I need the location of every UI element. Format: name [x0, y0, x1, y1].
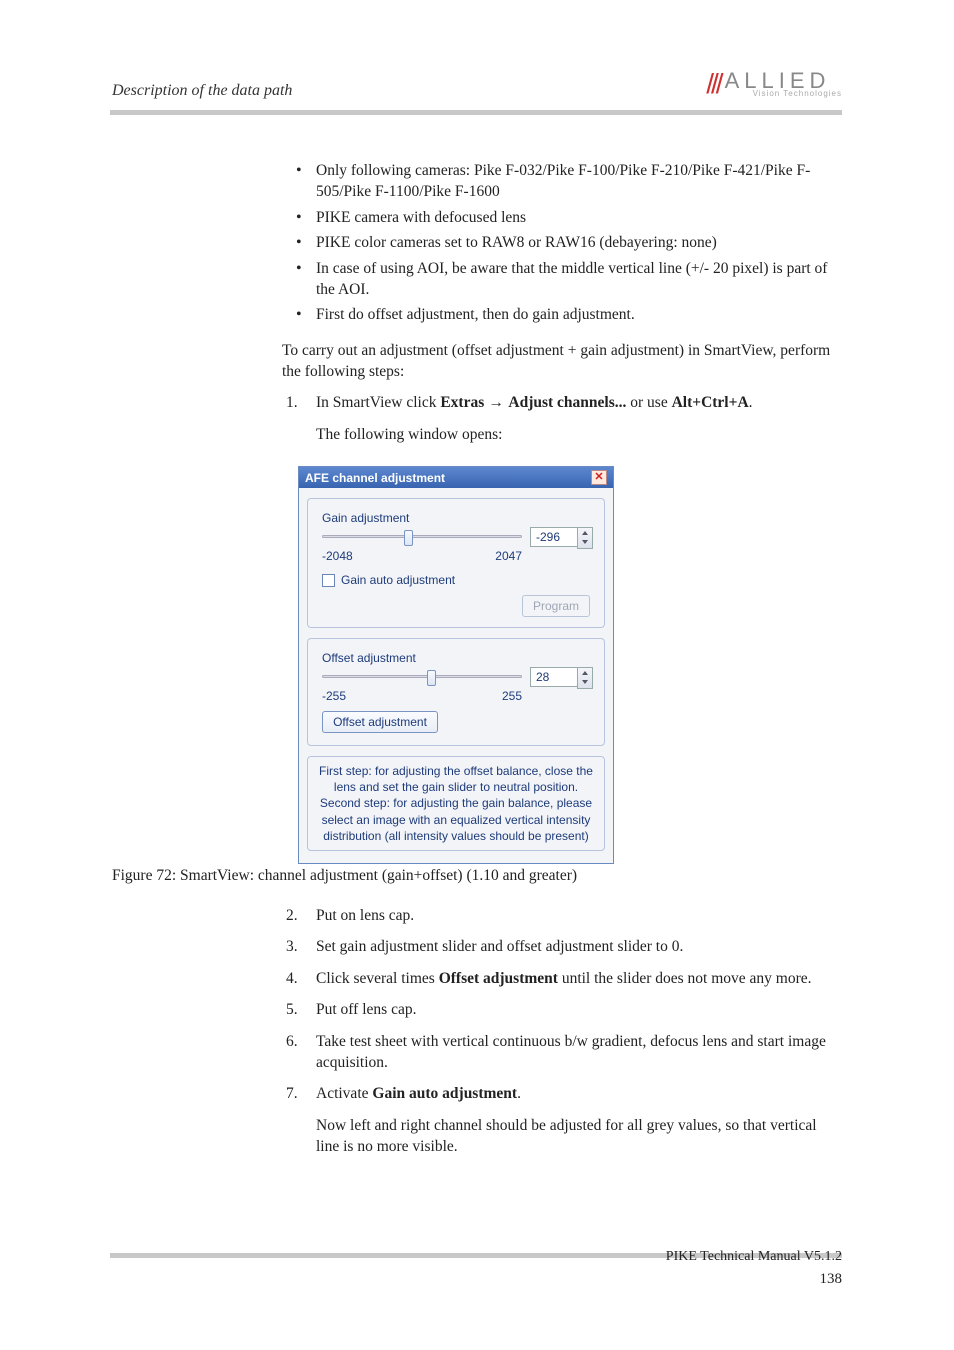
offset-slider[interactable] [322, 668, 522, 686]
spinner-arrows-icon[interactable] [581, 528, 591, 546]
offset-slider-thumb[interactable] [427, 670, 436, 686]
step-item: Click several times Offset adjustment un… [282, 968, 842, 989]
main-content-bottom: Put on lens cap. Set gain adjustment sli… [282, 905, 842, 1167]
offset-label: Offset adjustment [322, 651, 590, 665]
figure-caption: Figure 72: SmartView: channel adjustment… [112, 867, 842, 885]
gain-auto-label: Gain auto adjustment [341, 573, 455, 587]
offset-min: -255 [322, 689, 346, 703]
dialog-title-text: AFE channel adjustment [305, 471, 445, 485]
step-subtext: The following window opens: [316, 424, 842, 445]
offset-max: 255 [502, 689, 522, 703]
bullet-item: PIKE camera with defocused lens [282, 207, 842, 228]
step-subtext: Now left and right channel should be adj… [316, 1115, 842, 1158]
intro-paragraph: To carry out an adjustment (offset adjus… [282, 340, 842, 383]
footer-doc: PIKE Technical Manual V5.1.2 [666, 1249, 842, 1265]
offset-group: Offset adjustment 28 -255 [307, 638, 605, 746]
dialog-figure: AFE channel adjustment ✕ Gain adjustment… [298, 466, 614, 864]
step-item: Take test sheet with vertical continuous… [282, 1031, 842, 1074]
bullet-item: First do offset adjustment, then do gain… [282, 304, 842, 325]
gain-slider[interactable] [322, 528, 522, 546]
step-item: Put on lens cap. [282, 905, 842, 926]
afe-dialog: AFE channel adjustment ✕ Gain adjustment… [298, 466, 614, 864]
footer: PIKE Technical Manual V5.1.2 138 [666, 1249, 842, 1288]
dialog-titlebar: AFE channel adjustment ✕ [299, 467, 613, 488]
step-item: Activate Gain auto adjustment. Now left … [282, 1083, 842, 1157]
close-icon[interactable]: ✕ [591, 470, 607, 485]
bullet-list: Only following cameras: Pike F-032/Pike … [282, 160, 842, 326]
gain-auto-checkbox[interactable] [322, 574, 335, 587]
header-title: Description of the data path [112, 82, 292, 100]
step-list-2: Put on lens cap. Set gain adjustment sli… [282, 905, 842, 1157]
program-button: Program [522, 595, 590, 617]
header-rule [110, 110, 842, 115]
bullet-item: Only following cameras: Pike F-032/Pike … [282, 160, 842, 203]
page-header: Description of the data path /// ALLIED … [112, 68, 842, 100]
logo-sub-text: Vision Technologies [753, 90, 842, 98]
gain-label: Gain adjustment [322, 511, 590, 525]
step-item: Set gain adjustment slider and offset ad… [282, 936, 842, 957]
bullet-item: In case of using AOI, be aware that the … [282, 258, 842, 301]
gain-spinner[interactable]: -296 [530, 527, 580, 547]
dialog-body: Gain adjustment -296 -204 [299, 488, 613, 863]
gain-slider-thumb[interactable] [404, 530, 413, 546]
step-list-1: In SmartView click Extras → Adjust chann… [282, 392, 842, 445]
main-content-top: Only following cameras: Pike F-032/Pike … [282, 160, 842, 453]
gain-max: 2047 [495, 549, 522, 563]
gain-min: -2048 [322, 549, 353, 563]
step-item: In SmartView click Extras → Adjust chann… [282, 392, 842, 445]
bullet-item: PIKE color cameras set to RAW8 or RAW16 … [282, 232, 842, 253]
gain-group: Gain adjustment -296 -204 [307, 498, 605, 628]
offset-adjustment-button[interactable]: Offset adjustment [322, 711, 438, 733]
brand-logo: /// ALLIED Vision Technologies [706, 68, 842, 100]
dialog-info-text: First step: for adjusting the offset bal… [307, 756, 605, 851]
offset-spinner[interactable]: 28 [530, 667, 580, 687]
spinner-arrows-icon[interactable] [581, 668, 591, 686]
step-item: Put off lens cap. [282, 999, 842, 1020]
page-number: 138 [666, 1271, 842, 1288]
logo-slashes-icon: /// [706, 68, 720, 100]
